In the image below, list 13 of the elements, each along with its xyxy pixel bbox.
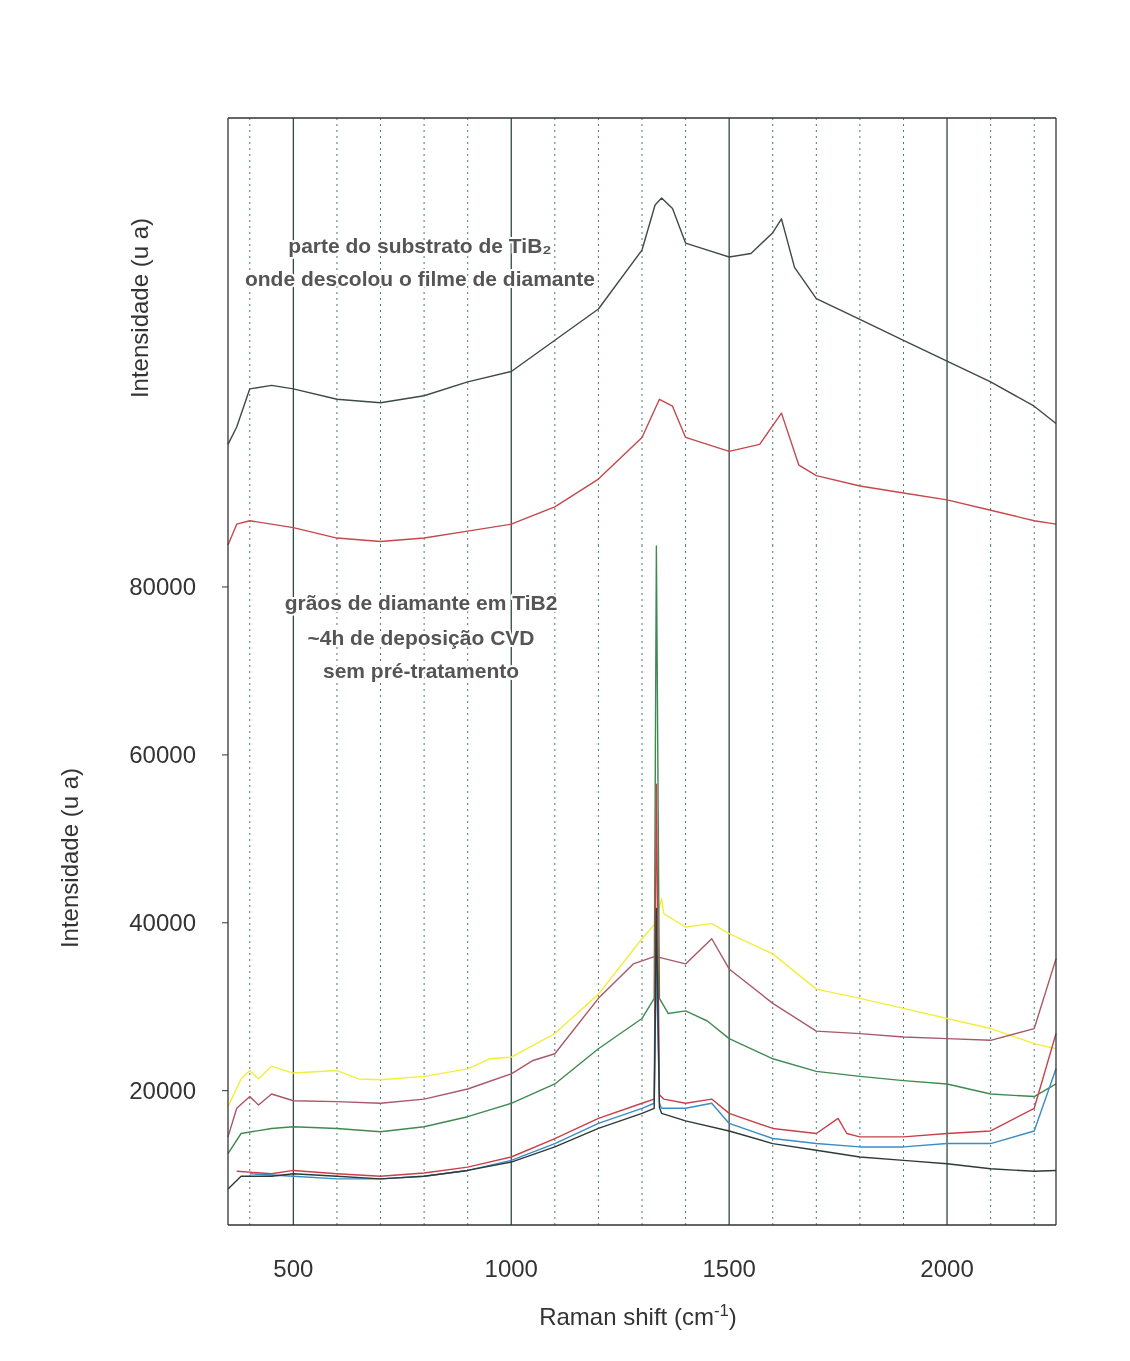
- line-series: [227, 545, 1057, 1155]
- y-tick-label: 40000: [129, 908, 196, 936]
- y-tick-label: 20000: [129, 1076, 196, 1104]
- y-tick-label: 80000: [129, 572, 196, 600]
- x-axis-title: Raman shift (cm$^{-1}$): [539, 1300, 737, 1330]
- x-tick-label: 1000: [484, 1255, 538, 1282]
- y-axis-title: Intensidade (u a): [126, 217, 153, 399]
- x-tick-label: 2000: [920, 1255, 974, 1282]
- y-axis-title: Intensidade (u a): [56, 767, 83, 949]
- x-tick-label: 500: [273, 1255, 314, 1282]
- x-tick-label: 1500: [702, 1255, 756, 1282]
- y-tick-label: 60000: [129, 740, 196, 768]
- line-series: [227, 897, 1057, 1108]
